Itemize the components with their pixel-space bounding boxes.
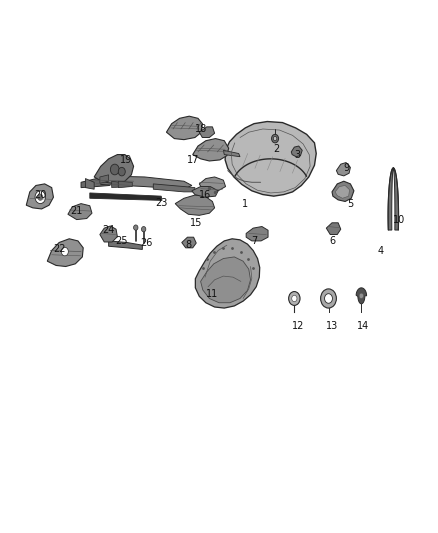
Polygon shape <box>101 176 192 189</box>
Text: 25: 25 <box>116 236 128 246</box>
Text: 4: 4 <box>378 246 384 255</box>
Text: 20: 20 <box>34 190 46 199</box>
Circle shape <box>325 294 332 303</box>
Polygon shape <box>100 226 117 242</box>
Polygon shape <box>153 184 195 192</box>
Polygon shape <box>199 177 226 191</box>
Polygon shape <box>182 237 196 248</box>
Text: 10: 10 <box>392 215 405 224</box>
Circle shape <box>118 167 125 176</box>
Polygon shape <box>336 163 350 176</box>
Circle shape <box>61 247 68 256</box>
Polygon shape <box>85 179 94 189</box>
Polygon shape <box>332 181 354 201</box>
Polygon shape <box>356 288 367 304</box>
Polygon shape <box>26 184 53 209</box>
Circle shape <box>272 134 279 143</box>
Text: 12: 12 <box>292 321 304 331</box>
Circle shape <box>321 289 336 308</box>
Polygon shape <box>388 168 399 230</box>
Polygon shape <box>112 181 129 188</box>
Text: 2: 2 <box>273 144 279 154</box>
Text: 18: 18 <box>194 124 207 134</box>
Polygon shape <box>47 239 83 266</box>
Circle shape <box>134 225 138 230</box>
Polygon shape <box>201 257 251 303</box>
Text: 1: 1 <box>242 199 248 208</box>
Text: 3: 3 <box>295 150 301 159</box>
Polygon shape <box>100 175 109 183</box>
Polygon shape <box>335 185 350 198</box>
Polygon shape <box>81 179 110 188</box>
Polygon shape <box>192 187 218 197</box>
Polygon shape <box>291 146 302 157</box>
Polygon shape <box>199 127 215 138</box>
Text: 15: 15 <box>190 218 202 228</box>
Text: 6: 6 <box>330 236 336 246</box>
Circle shape <box>141 227 146 232</box>
Polygon shape <box>326 223 341 235</box>
Polygon shape <box>246 227 268 241</box>
Text: 7: 7 <box>251 236 257 246</box>
Text: 14: 14 <box>357 321 370 331</box>
Polygon shape <box>90 193 162 200</box>
Text: 26: 26 <box>141 238 153 247</box>
Circle shape <box>110 164 119 175</box>
Text: 23: 23 <box>155 198 167 207</box>
Polygon shape <box>109 241 142 249</box>
Text: 9: 9 <box>343 163 349 173</box>
Polygon shape <box>175 195 215 215</box>
Circle shape <box>289 292 300 305</box>
Circle shape <box>273 136 277 141</box>
Polygon shape <box>223 150 240 157</box>
Text: 5: 5 <box>347 199 353 208</box>
Text: 16: 16 <box>199 190 211 199</box>
Text: 13: 13 <box>326 321 338 331</box>
Text: 24: 24 <box>102 225 115 235</box>
Polygon shape <box>193 139 229 161</box>
Text: 11: 11 <box>206 289 219 299</box>
Text: 21: 21 <box>71 206 83 215</box>
Polygon shape <box>195 239 260 308</box>
Polygon shape <box>225 122 316 196</box>
Text: 19: 19 <box>120 155 132 165</box>
Circle shape <box>292 295 297 302</box>
Polygon shape <box>68 204 92 220</box>
Text: 8: 8 <box>185 240 191 250</box>
Text: 17: 17 <box>187 155 199 165</box>
Polygon shape <box>166 116 202 140</box>
Polygon shape <box>118 181 132 188</box>
Circle shape <box>35 191 46 204</box>
Polygon shape <box>94 155 134 184</box>
Text: 22: 22 <box>53 245 65 254</box>
Circle shape <box>38 194 43 200</box>
Circle shape <box>359 293 364 298</box>
